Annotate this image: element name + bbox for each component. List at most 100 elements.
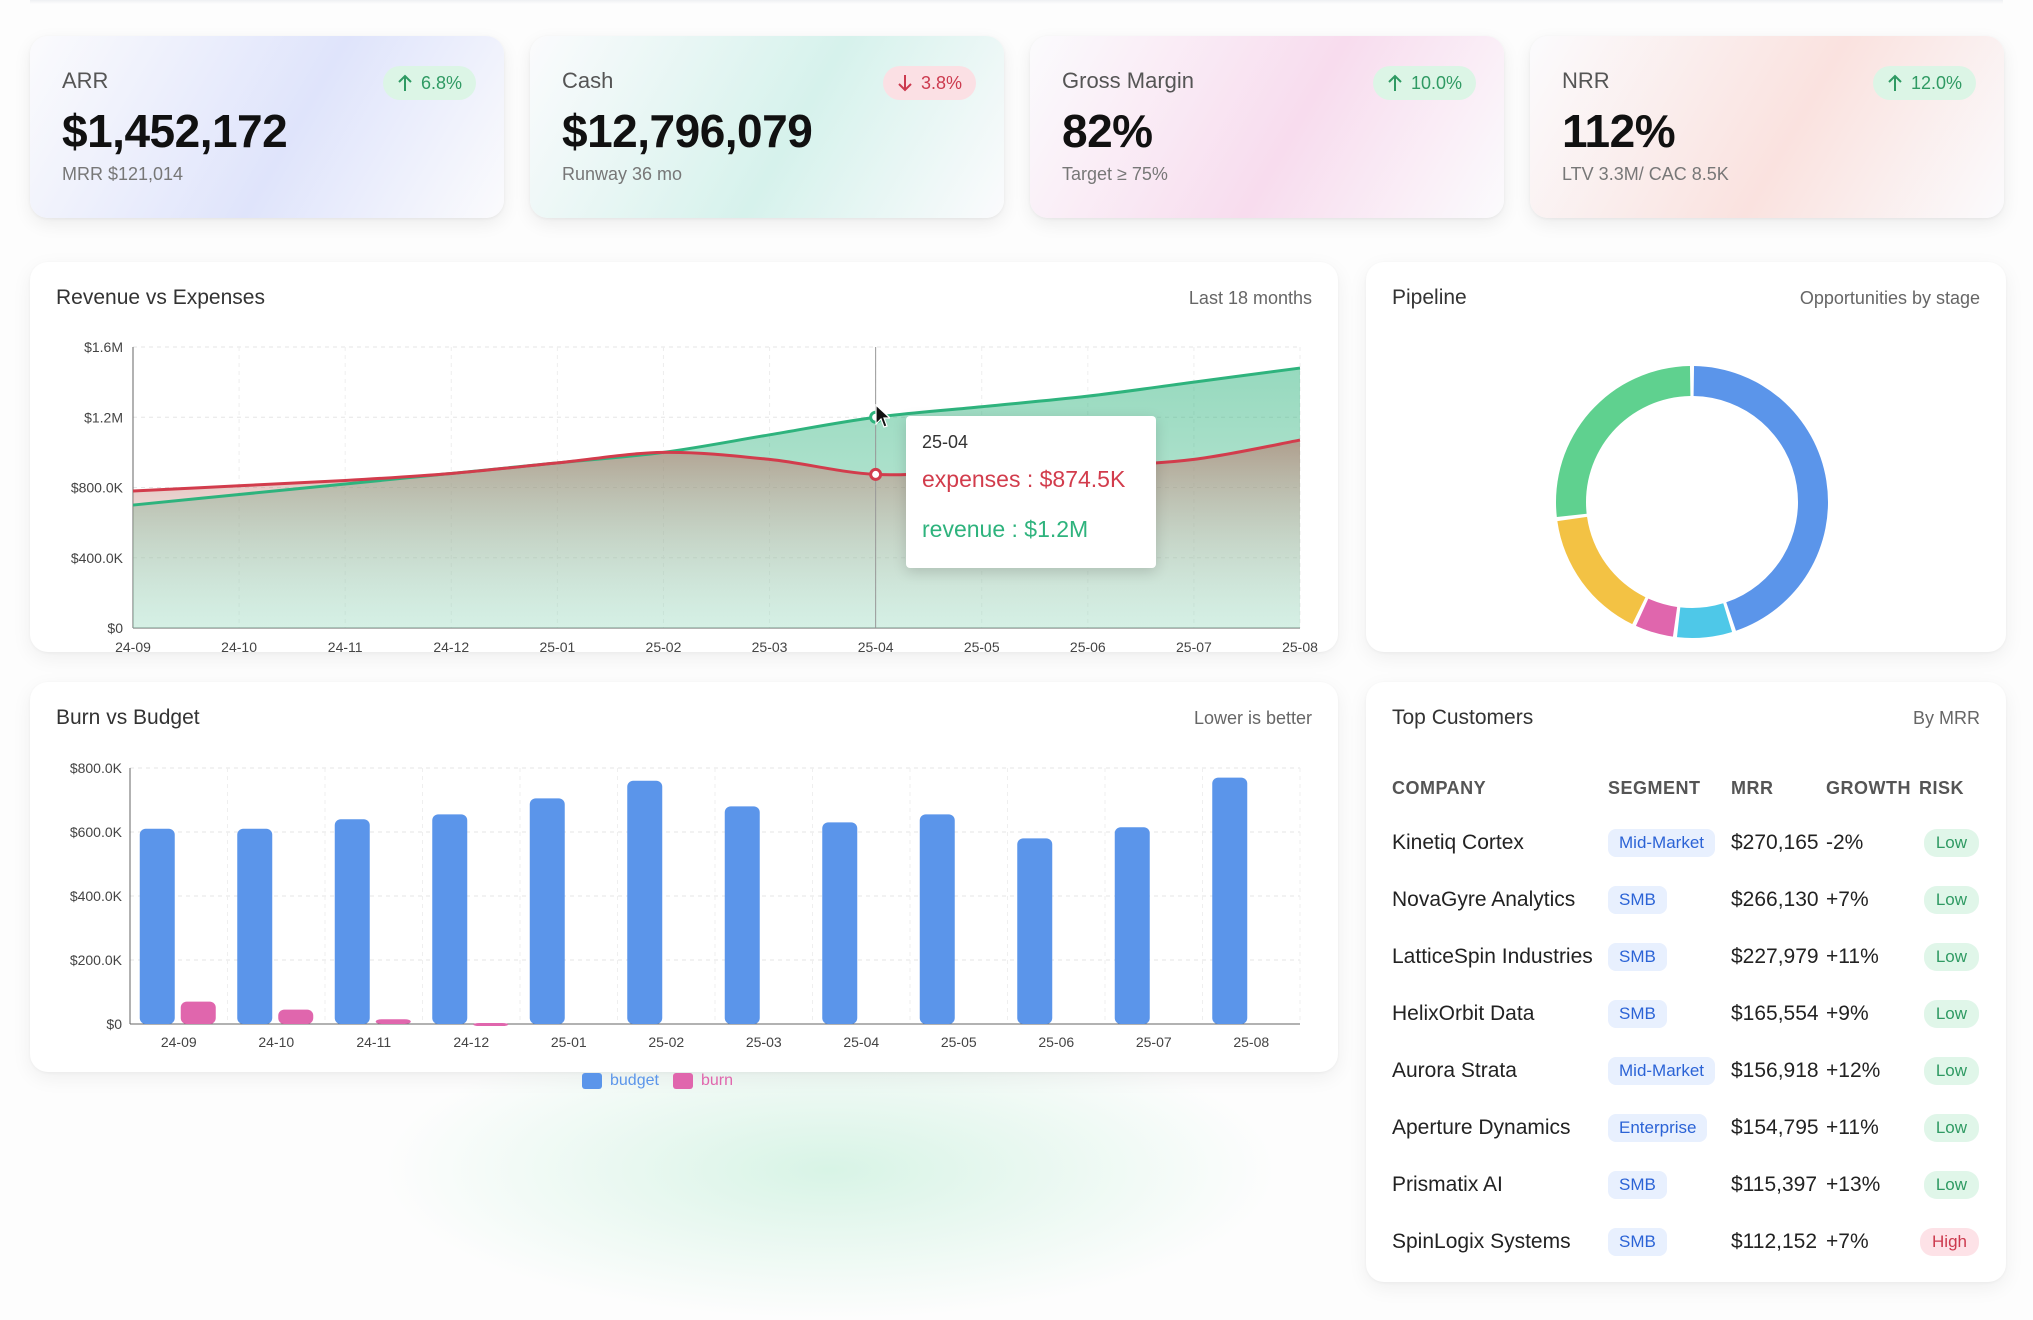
pipeline-slice[interactable] (1556, 366, 1691, 518)
risk-badge: Low (1923, 942, 1979, 971)
kpi-subtext: Target ≥ 75% (1062, 164, 1168, 184)
x-tick-label: 25-01 (539, 639, 575, 652)
customer-growth: +9% (1826, 1001, 1869, 1025)
customer-company: SpinLogix Systems (1392, 1229, 1571, 1253)
customer-row[interactable]: LatticeSpin Industries SMB $227,979 +11% Low (1392, 928, 1979, 985)
mouse-cursor-icon (875, 404, 890, 428)
pipeline-slice[interactable] (1693, 366, 1828, 631)
customers-table: COMPANY SEGMENT MRR GROWTH RISK Kinetiq … (1392, 762, 1979, 1270)
customer-row[interactable]: HelixOrbit Data SMB $165,554 +9% Low (1392, 985, 1979, 1042)
risk-badge: Low (1923, 885, 1979, 914)
customer-row[interactable]: Aurora Strata Mid-Market $156,918 +12% Low (1392, 1042, 1979, 1099)
kpi-delta-badge: 12.0% (1872, 66, 1976, 100)
customer-company: Prismatix AI (1392, 1172, 1503, 1196)
customer-row[interactable]: NovaGyre Analytics SMB $266,130 +7% Low (1392, 871, 1979, 928)
x-tick-label: 25-02 (646, 639, 682, 652)
customer-row[interactable]: Prismatix AI SMB $115,397 +13% Low (1392, 1156, 1979, 1213)
burn-bar[interactable] (375, 1019, 411, 1024)
y-tick-label: $0 (107, 620, 123, 636)
budget-bar[interactable] (139, 828, 175, 1024)
segment-badge: Mid-Market (1608, 1056, 1716, 1085)
burn-bar[interactable] (473, 1023, 509, 1027)
pipeline-slice[interactable] (1676, 603, 1733, 638)
budget-bar[interactable] (334, 819, 370, 1024)
customer-growth: +7% (1826, 1229, 1869, 1253)
customer-mrr: $115,397 (1731, 1172, 1818, 1196)
kpi-card-cash: Cash $12,796,079 Runway 36 mo 3.8% (530, 36, 1004, 218)
budget-bar[interactable] (237, 828, 273, 1024)
customer-growth: +7% (1826, 887, 1869, 911)
budget-bar[interactable] (919, 814, 955, 1024)
x-tick-label: 25-07 (1176, 639, 1212, 652)
x-tick-label: 24-09 (115, 639, 151, 652)
y-tick-label: $400.0K (70, 888, 123, 904)
budget-bar[interactable] (724, 806, 760, 1024)
revenue-expenses-range-note: Last 18 months (1188, 288, 1312, 308)
column-header-growth[interactable]: GROWTH (1826, 777, 1911, 798)
arrow-up-icon (1388, 74, 1402, 91)
risk-badge: Low (1923, 1170, 1979, 1199)
customer-company: Aperture Dynamics (1392, 1115, 1571, 1139)
budget-bar[interactable] (1212, 777, 1248, 1024)
kpi-label: NRR (1562, 68, 1610, 93)
kpi-delta-badge: 3.8% (882, 66, 976, 100)
x-tick-label: 25-06 (1070, 639, 1106, 652)
x-tick-label: 25-05 (964, 639, 1000, 652)
legend-swatch-budget (582, 1073, 602, 1089)
x-tick-label: 25-04 (843, 1034, 879, 1050)
customer-row[interactable]: Aperture Dynamics Enterprise $154,795 +11% L… (1392, 1099, 1979, 1156)
y-tick-label: $1.2M (84, 409, 123, 425)
customer-company: Kinetiq Cortex (1392, 830, 1524, 854)
kpi-card-nrr: NRR 112% LTV 3.3M/ CAC 8.5K 12.0% (1530, 36, 2004, 218)
burn-bar[interactable] (180, 1001, 216, 1024)
x-tick-label: 24-12 (453, 1034, 489, 1050)
budget-bar[interactable] (1017, 838, 1053, 1024)
segment-badge: SMB (1608, 1170, 1667, 1199)
customer-growth: +11% (1826, 944, 1879, 968)
column-header-company[interactable]: COMPANY (1392, 777, 1487, 798)
customer-growth: -2% (1826, 830, 1864, 854)
segment-badge: SMB (1608, 999, 1667, 1028)
x-tick-label: 25-01 (551, 1034, 587, 1050)
customer-row[interactable]: SpinLogix Systems SMB $112,152 +7% High (1392, 1213, 1979, 1270)
x-tick-label: 24-11 (328, 639, 363, 652)
kpi-card-gross-margin: Gross Margin 82% Target ≥ 75% 10.0% (1030, 36, 1504, 218)
x-tick-label: 25-04 (858, 639, 894, 652)
x-tick-label: 24-12 (433, 639, 469, 652)
burn-budget-chart[interactable]: $0 $200.0K $400.0K $600.0K $800.0K 24-09 24-10… (30, 682, 1338, 1072)
kpi-label: Gross Margin (1062, 68, 1195, 93)
top-customers-title: Top Customers (1392, 706, 1534, 729)
legend-swatch-burn (672, 1073, 693, 1089)
kpi-value: 112% (1562, 105, 1676, 157)
budget-bar[interactable] (627, 780, 663, 1024)
top-customers-card: Top Customers By MRR COMPANY SEGMENT MRR… (1366, 682, 2006, 1282)
revenue-line (132, 366, 1301, 507)
column-header-mrr[interactable]: MRR (1731, 777, 1774, 798)
column-header-risk[interactable]: RISK (1919, 777, 1965, 798)
x-tick-label: 25-03 (752, 639, 788, 652)
budget-bar[interactable] (822, 822, 858, 1024)
pipeline-note: Opportunities by stage (1799, 288, 1980, 308)
customer-company: Aurora Strata (1392, 1058, 1517, 1082)
legend-item-burn[interactable]: burn (672, 1072, 733, 1090)
y-tick-label: $800.0K (71, 480, 124, 496)
burn-bar[interactable] (278, 1009, 314, 1024)
kpi-value: $12,796,079 (562, 105, 813, 157)
pipeline-slice[interactable] (1557, 516, 1646, 625)
risk-badge: Low (1923, 1113, 1979, 1142)
risk-badge: Low (1923, 1056, 1979, 1085)
legend-item-budget[interactable]: budget (582, 1072, 659, 1090)
budget-bar[interactable] (1114, 827, 1150, 1024)
kpi-subtext: MRR $121,014 (62, 164, 184, 184)
kpi-label: ARR (62, 68, 109, 93)
pipeline-card: Pipeline Opportunities by stage (1366, 262, 2006, 652)
top-divider (30, 0, 2003, 4)
budget-bar[interactable] (529, 798, 565, 1024)
column-header-segment[interactable]: SEGMENT (1608, 777, 1701, 798)
x-tick-label: 25-05 (941, 1034, 977, 1050)
pipeline-donut-chart[interactable] (1366, 262, 2006, 652)
pipeline-slice[interactable] (1635, 598, 1678, 637)
y-tick-label: $200.0K (70, 952, 123, 968)
customer-row[interactable]: Kinetiq Cortex Mid-Market $270,165 -2% Low (1392, 814, 1979, 871)
budget-bar[interactable] (432, 814, 468, 1024)
